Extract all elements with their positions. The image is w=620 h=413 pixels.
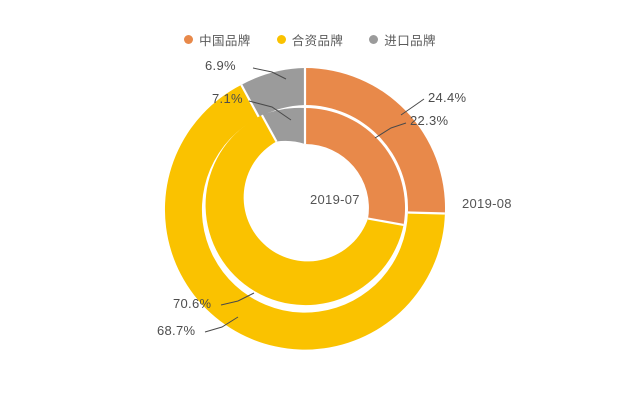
legend-dot-icon — [369, 35, 379, 44]
inner-slice-divider — [260, 114, 278, 143]
label-inner-yellow: 70.6% — [173, 296, 212, 311]
leader-outer-yellow — [204, 316, 239, 333]
label-inner-gray: 7.1% — [212, 91, 243, 106]
leader-inner-gray — [248, 100, 292, 121]
leader-outer-orange — [400, 98, 425, 116]
label-outer-gray: 6.9% — [205, 58, 236, 73]
inner-ring-2019-07 — [205, 107, 406, 306]
legend-item-label: 合资品牌 — [291, 34, 344, 48]
leader-outer-gray — [252, 67, 287, 80]
inner-slice-divider — [367, 217, 404, 227]
inner-slice-china-brand[interactable] — [305, 108, 406, 225]
outer-slice-divider — [407, 211, 445, 215]
chart-legend: 中国品牌 合资品牌 进口品牌 — [0, 30, 620, 49]
label-inner-orange: 22.3% — [410, 113, 449, 128]
inner-slice-joint-venture-brand[interactable] — [205, 115, 404, 306]
label-leader-lines — [204, 67, 425, 333]
legend-item-china-brand[interactable]: 中国品牌 — [184, 30, 251, 49]
legend-item-joint-venture-brand[interactable]: 合资品牌 — [276, 30, 344, 49]
legend-dot-icon — [184, 35, 194, 44]
outer-ring-2019-08 — [164, 68, 446, 350]
label-outer-orange: 24.4% — [428, 90, 467, 105]
leader-inner-orange — [374, 122, 407, 139]
series-label-outer: 2019-08 — [462, 196, 512, 211]
outer-slice-china-brand[interactable] — [305, 68, 446, 214]
legend-item-label: 进口品牌 — [384, 34, 436, 48]
inner-slice-import-brand[interactable] — [261, 107, 305, 144]
legend-item-label: 中国品牌 — [199, 34, 251, 48]
outer-slice-import-brand[interactable] — [241, 68, 305, 118]
legend-item-import-brand[interactable]: 进口品牌 — [369, 30, 436, 49]
leader-inner-yellow — [220, 292, 255, 306]
series-label-inner: 2019-07 — [310, 192, 360, 207]
label-outer-yellow: 68.7% — [157, 323, 196, 338]
legend-dot-icon — [276, 35, 286, 44]
